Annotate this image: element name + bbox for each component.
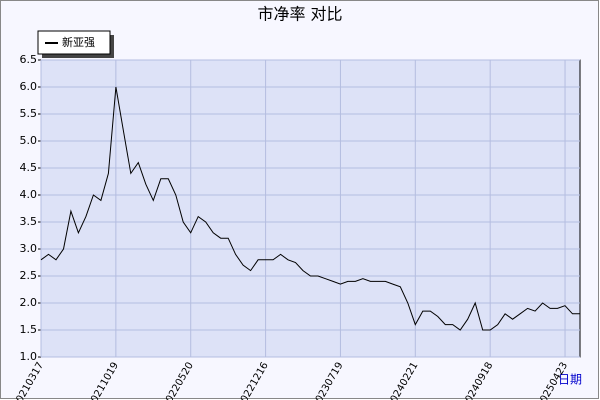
legend-label: 新亚强 bbox=[62, 35, 95, 49]
y-tick-label: 6.5 bbox=[20, 53, 38, 66]
plot-area bbox=[40, 59, 581, 358]
line-series bbox=[40, 86, 580, 331]
y-tick-label: 2.5 bbox=[20, 269, 38, 282]
x-axis-label: 日期 bbox=[558, 373, 582, 387]
y-tick-label: 5.0 bbox=[20, 134, 38, 147]
legend-box bbox=[37, 30, 111, 55]
y-tick-label: 3.5 bbox=[20, 215, 38, 228]
y-tick-label: 5.5 bbox=[20, 107, 38, 120]
y-tick-label: 6.0 bbox=[20, 80, 38, 93]
y-tick-label: 1.0 bbox=[20, 350, 38, 363]
y-tick-label: 1.5 bbox=[20, 323, 38, 336]
y-tick-label: 2.0 bbox=[20, 296, 38, 309]
y-tick-label: 4.0 bbox=[20, 188, 38, 201]
y-tick-label: 4.5 bbox=[20, 161, 38, 174]
chart-title: 市净率 对比 bbox=[257, 5, 342, 24]
y-tick-label: 3.0 bbox=[20, 242, 38, 255]
